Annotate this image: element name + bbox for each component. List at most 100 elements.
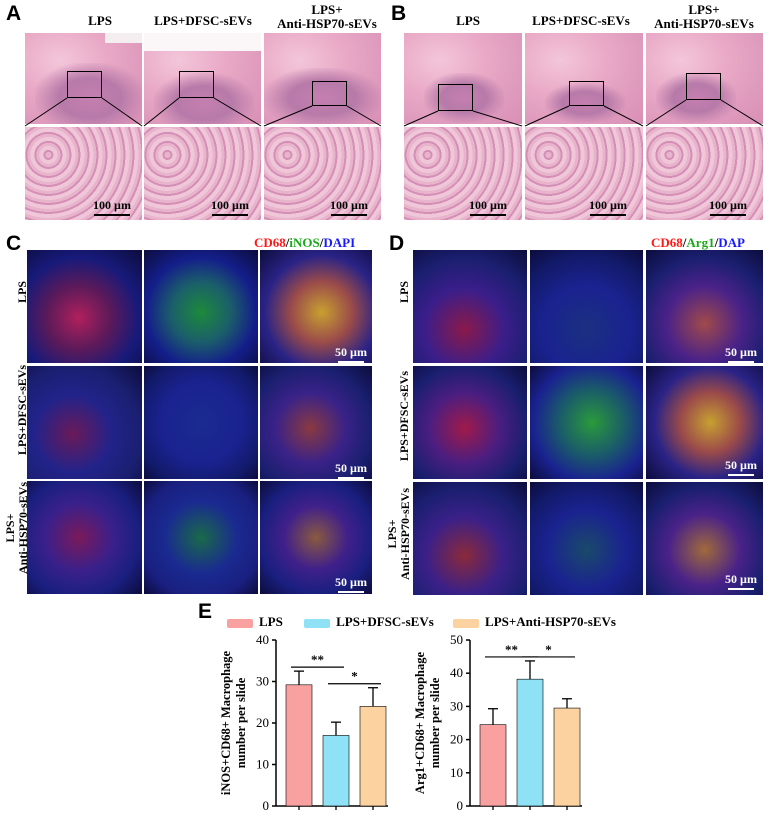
bar-chart-inos: iNOS+CD68+ Macrophage number per slide 0 10… [219, 632, 388, 813]
he-zoom-dfsc-b [525, 127, 643, 220]
bar-0 [285, 684, 313, 807]
channel-label-4: DAPI [323, 235, 356, 250]
row-label-anti-d: LPS+ Anti-HSP70-sEVs [385, 482, 412, 586]
panel-label-c: C [6, 232, 22, 255]
row-label-anti-line2-d: Anti-HSP70-sEVs [398, 488, 412, 581]
channel-legend-d: CD68/Arg1/DAP [651, 235, 745, 251]
y-axis-label-line2: number per slide [428, 677, 442, 768]
channel-label-2: iNOS [289, 235, 320, 250]
scale-bar-he-anti-a: 100 µm [321, 198, 377, 216]
significance-label-0: ** [311, 652, 324, 667]
if-c-dfsc-merge [260, 366, 372, 479]
y-axis-title: Arg1+CD68+ Macrophage number per slide [413, 651, 442, 794]
col-header-anti-b: LPS+ Anti-HSP70-sEVs [645, 3, 763, 31]
if-c-lps-cd68 [27, 250, 142, 363]
he-zoom-anti-a [264, 127, 381, 220]
scale-bar-if-dfsc-c: 50 µm [330, 461, 372, 479]
if-d-lps-merge [646, 250, 763, 363]
channel-label-0: CD68 [651, 235, 683, 250]
if-d-dfsc-merge [646, 366, 763, 479]
y-tick-label: 50 [450, 632, 463, 647]
if-d-dfsc-cd68 [413, 366, 527, 479]
if-c-anti-cd68 [27, 481, 142, 594]
y-axis-label-line1: iNOS+CD68+ Macrophage [219, 650, 233, 795]
channel-legend-c: CD68/iNOS/DAPI [254, 235, 355, 251]
legend-swatch [304, 618, 331, 628]
if-d-dfsc-arg1 [530, 366, 643, 479]
col-header-anti-line2: Anti-HSP70-sEVs [277, 16, 377, 31]
zoom-box-dfsc-b [569, 81, 604, 106]
if-c-anti-merge [260, 481, 372, 594]
he-zoom-dfsc-a [144, 127, 261, 220]
bar-chart-arg1: Arg1+CD68+ Macrophage number per slide 0 10… [413, 632, 582, 813]
scale-bar-if-anti-d: 50 µm [720, 572, 762, 590]
bar-0 [479, 724, 507, 807]
channel-label-1: / [285, 235, 290, 250]
significance-label-1: * [545, 642, 552, 657]
if-d-lps-cd68 [413, 250, 527, 363]
col-header-anti-line2-b: Anti-HSP70-sEVs [654, 16, 754, 31]
y-tick-label: 40 [256, 632, 269, 647]
y-tick-label: 30 [256, 674, 269, 689]
col-header-lps-b: LPS [456, 13, 480, 28]
y-tick-label: 0 [457, 798, 464, 813]
zoom-box-anti-a [312, 81, 347, 106]
col-header-anti-line1-b: LPS+ [688, 2, 720, 17]
channel-label-1: / [682, 235, 687, 250]
y-axis-label-line2: number per slide [234, 677, 248, 768]
panel-label-d: D [389, 232, 405, 255]
if-c-anti-inos [144, 481, 258, 594]
col-header-lps-a: LPS [88, 13, 112, 28]
zoom-box-lps-b [438, 84, 473, 111]
chart-legend: LPS LPS+DFSC-sEVs LPS+Anti-HSP70-sEVs [227, 614, 616, 630]
scale-bar-he-lps-a: 100 µm [84, 198, 140, 216]
channel-label-0: CD68 [254, 235, 286, 250]
he-overview-lps-a [25, 33, 142, 124]
legend-item-lps: LPS [227, 614, 283, 629]
y-axis-label-line1: Arg1+CD68+ Macrophage [413, 651, 427, 794]
panel-label-e: E [198, 600, 213, 623]
legend-item-dfsc: LPS+DFSC-sEVs [304, 614, 434, 629]
y-tick-label: 20 [256, 715, 269, 730]
zoom-box-lps-a [67, 71, 102, 98]
panel-label-a: A [6, 2, 22, 25]
y-tick-label: 20 [450, 732, 463, 747]
he-overview-dfsc-a [144, 33, 261, 124]
scale-bar-he-anti-b: 100 µm [700, 198, 756, 216]
he-zoom-lps-a [25, 127, 142, 220]
channel-label-2: Arg1 [686, 235, 715, 250]
bar-1 [516, 678, 544, 807]
he-zoom-lps-b [404, 127, 522, 220]
bar-1 [322, 735, 350, 807]
y-tick-label: 30 [450, 698, 463, 713]
if-d-lps-arg1 [530, 250, 643, 363]
panel-label-b: B [391, 2, 407, 25]
if-c-dfsc-cd68 [27, 366, 142, 479]
legend-item-anti: LPS+Anti-HSP70-sEVs [453, 614, 616, 629]
channel-label-3: / [714, 235, 719, 250]
he-overview-anti-b [646, 33, 763, 124]
significance-label-0: ** [505, 642, 518, 657]
channel-label-3: / [319, 235, 324, 250]
bar-2 [359, 706, 387, 807]
y-tick-label: 40 [450, 665, 463, 680]
scale-bar-he-dfsc-a: 100 µm [202, 198, 258, 216]
scale-bar-he-lps-b: 100 µm [460, 198, 516, 216]
row-label-dfsc-d: LPS+DFSC-sEVs [397, 370, 411, 462]
if-c-lps-inos [144, 250, 258, 363]
if-d-anti-cd68 [413, 482, 527, 595]
legend-swatch [453, 618, 480, 628]
he-zoom-anti-b [646, 127, 763, 220]
bar-2 [553, 707, 581, 807]
scale-bar-if-lps-c: 50 µm [330, 345, 372, 363]
col-header-dfsc-a: LPS+DFSC-sEVs [154, 13, 252, 28]
col-header-anti-a: LPS+ Anti-HSP70-sEVs [268, 3, 386, 31]
he-overview-anti-a [264, 33, 381, 124]
row-label-lps-d: LPS [397, 281, 411, 304]
if-c-dfsc-inos [144, 366, 258, 479]
y-axis-title: iNOS+CD68+ Macrophage number per slide [219, 650, 248, 795]
scale-bar-he-dfsc-b: 100 µm [580, 198, 636, 216]
he-overview-dfsc-b [525, 33, 643, 124]
